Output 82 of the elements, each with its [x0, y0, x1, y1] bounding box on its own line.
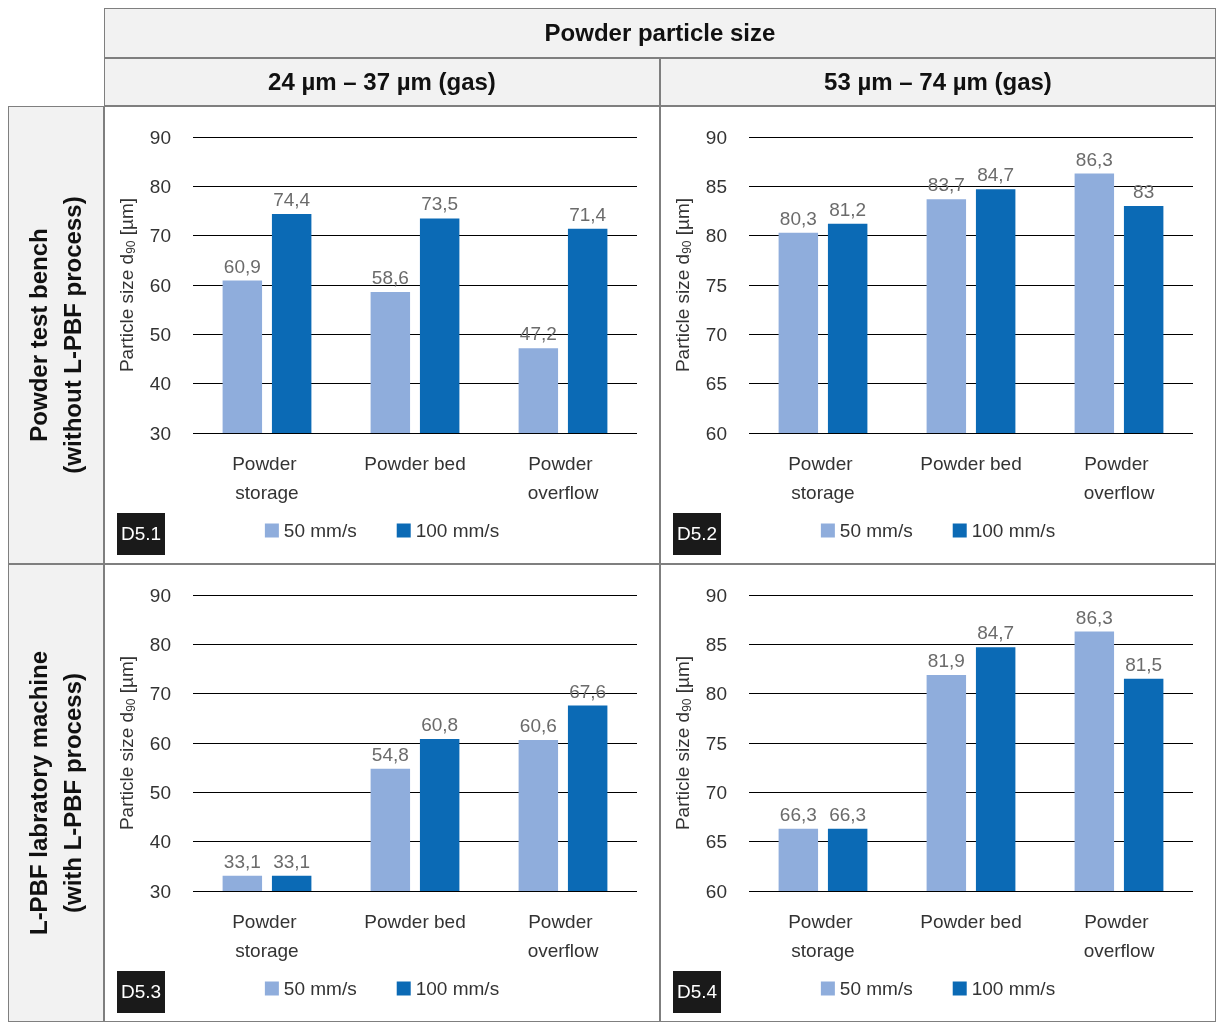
chart-title: 24 µm – 37 µm (gas): [104, 58, 660, 106]
data-label: 60,6: [519, 715, 557, 737]
data-label: 73,5: [421, 193, 459, 215]
y-tick-label: 80: [705, 683, 727, 705]
y-tick-label: 60: [149, 274, 171, 296]
x-tick-label: Powder bed: [920, 453, 1022, 474]
data-label: 66,3: [829, 803, 867, 825]
x-tick-label: Powder storage: [788, 453, 858, 503]
y-tick-label: 70: [705, 781, 727, 803]
y-tick-label: 85: [705, 633, 727, 655]
data-label: 81,2: [829, 198, 867, 220]
x-tick-label: Powder bed: [364, 911, 466, 932]
text: Powder particle size: [104, 8, 1216, 58]
y-tick-label: 85: [705, 175, 727, 197]
y-tick-label: 70: [705, 323, 727, 345]
y-axis-title: Particle size d90 [µm]: [115, 197, 138, 373]
data-label: 58,6: [371, 266, 409, 288]
x-tick-label: Powder overflow: [527, 453, 599, 503]
data-label: 84,7: [977, 622, 1015, 644]
y-tick-label: 70: [149, 683, 171, 705]
data-label: 71,4: [569, 203, 607, 225]
data-label: 81,5: [1125, 653, 1163, 675]
data-label: 54,8: [371, 743, 409, 765]
y-tick-label: 70: [149, 225, 171, 247]
chart-title: 53 µm – 74 µm (gas): [660, 58, 1216, 106]
y-axis-title: Particle size d90 [µm]: [671, 655, 694, 831]
x-tick-label: Powder storage: [788, 911, 858, 961]
y-tick-label: 50: [149, 781, 171, 803]
y-tick-label: 80: [149, 633, 171, 655]
x-tick-label: Powder overflow: [1083, 453, 1155, 503]
text: L-PBF labratory machine (with L-PBF process): [24, 650, 87, 936]
y-tick-label: 40: [149, 373, 171, 395]
y-tick-label: 60: [705, 422, 727, 444]
y-tick-label: 40: [149, 831, 171, 853]
y-tick-label: 50: [149, 323, 171, 345]
data-label: 81,9: [927, 649, 965, 671]
x-tick-label: Powder bed: [364, 453, 466, 474]
legend-label: 100 mm/s: [415, 520, 500, 541]
y-tick-label: 90: [149, 584, 171, 606]
data-label: 80,3: [779, 207, 817, 229]
data-label: 33,1: [273, 850, 311, 872]
legend-label: 100 mm/s: [971, 978, 1056, 999]
text: Powder test bench (without L-PBF process): [24, 196, 87, 474]
y-tick-label: 60: [705, 880, 727, 902]
y-tick-label: 60: [149, 732, 171, 754]
y-tick-label: 90: [705, 126, 727, 148]
text: D5.4: [673, 971, 722, 1013]
x-tick-label: Powder storage: [232, 911, 302, 961]
legend-label: 50 mm/s: [839, 520, 913, 541]
text: D5.1: [117, 513, 166, 555]
data-label: 66,3: [779, 803, 817, 825]
data-label: 86,3: [1075, 606, 1113, 628]
y-tick-label: 65: [705, 831, 727, 853]
text: D5.3: [117, 971, 166, 1013]
y-tick-label: 30: [149, 422, 171, 444]
y-tick-label: 80: [149, 175, 171, 197]
y-axis-title: Particle size d90 [µm]: [671, 197, 694, 373]
data-label: 74,4: [273, 188, 311, 210]
y-axis-title: Particle size d90 [µm]: [115, 655, 138, 831]
legend-label: 50 mm/s: [283, 978, 357, 999]
x-tick-label: Powder storage: [232, 453, 302, 503]
legend-label: 100 mm/s: [971, 520, 1056, 541]
y-tick-label: 65: [705, 373, 727, 395]
y-tick-label: 75: [705, 274, 727, 296]
data-label: 86,3: [1075, 148, 1113, 170]
y-tick-label: 30: [149, 880, 171, 902]
legend-label: 100 mm/s: [415, 978, 500, 999]
data-label: 33,1: [223, 850, 261, 872]
data-label: 60,8: [421, 714, 459, 736]
x-tick-label: Powder overflow: [1083, 911, 1155, 961]
x-tick-label: Powder bed: [920, 911, 1022, 932]
legend-label: 50 mm/s: [283, 520, 357, 541]
y-tick-label: 80: [705, 225, 727, 247]
x-tick-label: Powder overflow: [527, 911, 599, 961]
legend-label: 50 mm/s: [839, 978, 913, 999]
data-label: 83: [1133, 181, 1155, 203]
data-label: 60,9: [223, 255, 261, 277]
data-label: 84,7: [977, 164, 1015, 186]
y-tick-label: 75: [705, 732, 727, 754]
y-tick-label: 90: [705, 584, 727, 606]
y-tick-label: 90: [149, 126, 171, 148]
text: D5.2: [673, 513, 722, 555]
